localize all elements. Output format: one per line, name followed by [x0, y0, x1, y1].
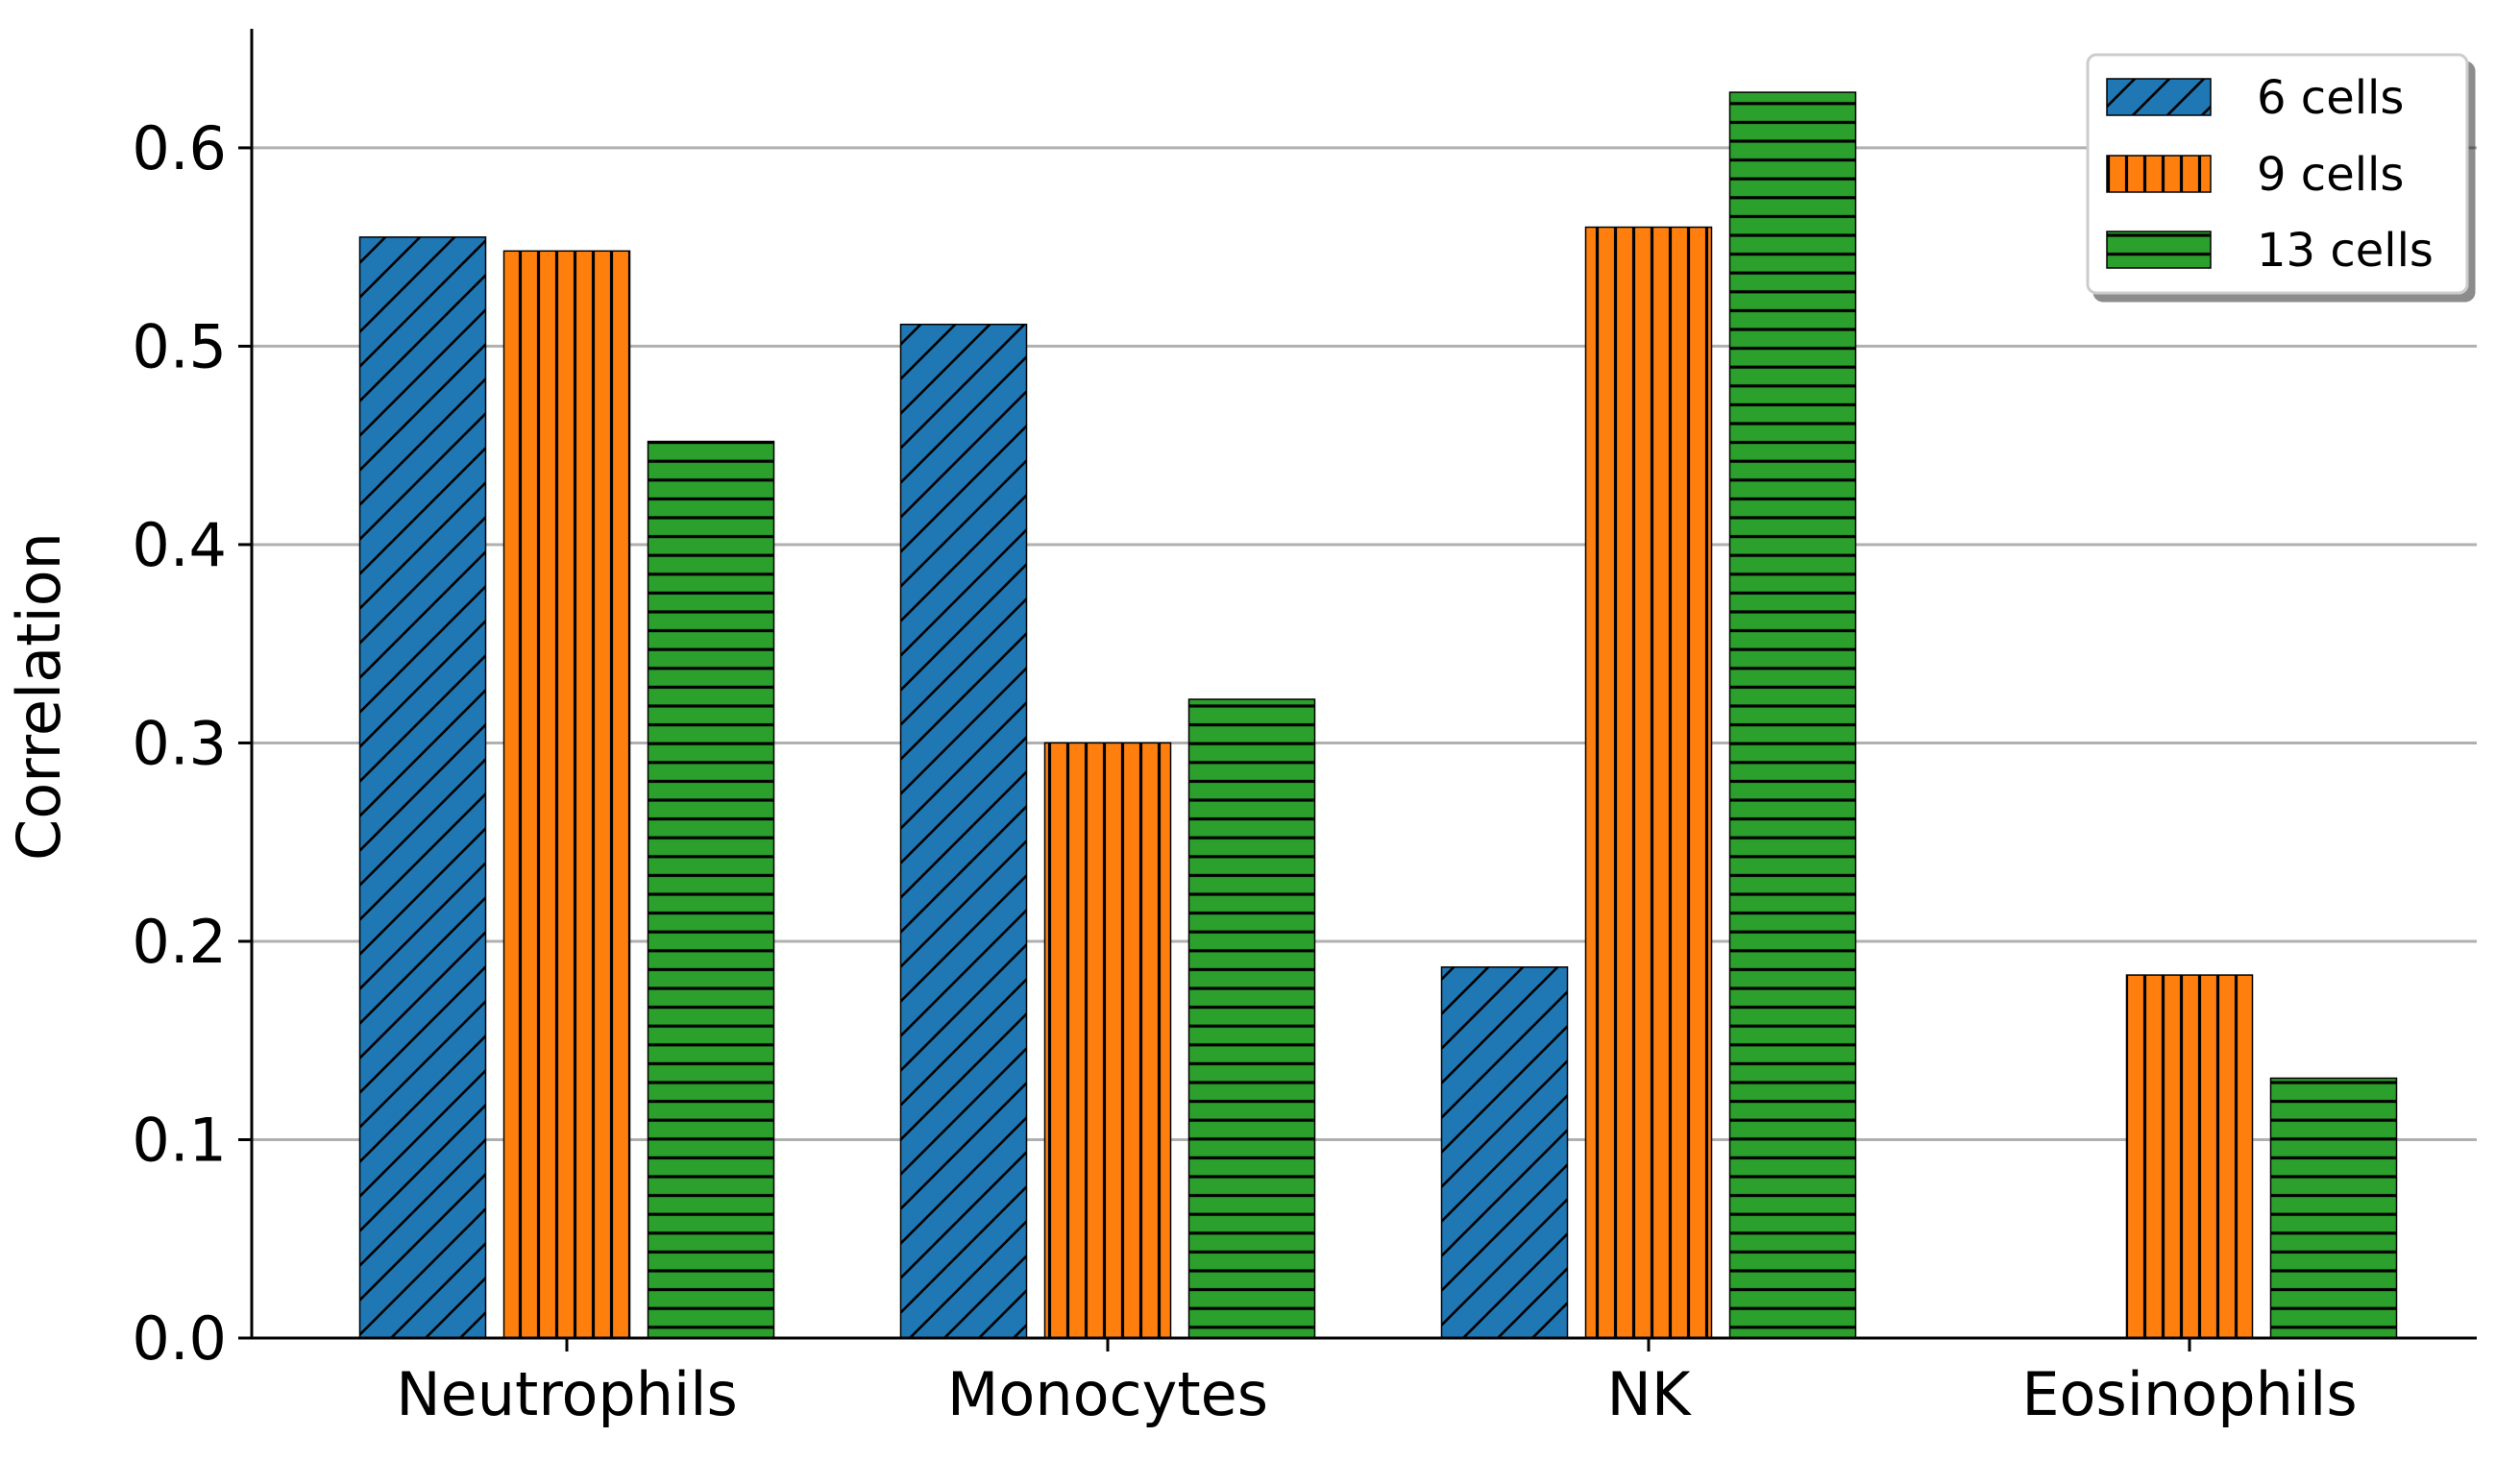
- y-tick-label: 0.1: [132, 1105, 227, 1175]
- bar-nk-9-cells: [1584, 226, 1713, 1339]
- x-tick-label: Neutrophils: [396, 1359, 738, 1429]
- bar-neutrophils-6-cells: [358, 236, 487, 1339]
- legend-label: 13 cells: [2257, 224, 2434, 278]
- y-tick-label: 0.5: [132, 311, 227, 381]
- bar-eosinophils-13-cells: [2269, 1077, 2398, 1339]
- y-axis-label: Correlation: [4, 532, 74, 861]
- bar-monocytes-6-cells: [899, 323, 1028, 1339]
- y-tick-label: 0.3: [132, 708, 227, 778]
- y-tick-label: 0.0: [132, 1303, 227, 1374]
- legend-label: 9 cells: [2257, 148, 2404, 202]
- bar-monocytes-9-cells: [1043, 742, 1172, 1339]
- bar-nk-13-cells: [1728, 91, 1857, 1339]
- legend-swatch: [2106, 231, 2212, 269]
- legend-swatch: [2106, 78, 2212, 116]
- y-tick-label: 0.4: [132, 510, 227, 580]
- legend-swatch: [2106, 155, 2212, 193]
- bar-nk-6-cells: [1440, 966, 1569, 1339]
- x-tick-label: Eosinophils: [2021, 1359, 2357, 1429]
- bar-eosinophils-9-cells: [2125, 974, 2254, 1339]
- y-tick-label: 0.2: [132, 907, 227, 977]
- x-tick-label: Monocytes: [947, 1359, 1268, 1429]
- y-tick-label: 0.6: [132, 113, 227, 183]
- axes: [250, 29, 2477, 1340]
- bar-monocytes-13-cells: [1187, 698, 1316, 1339]
- bar-neutrophils-9-cells: [502, 250, 631, 1339]
- bar-neutrophils-13-cells: [647, 440, 775, 1339]
- x-tick-label: NK: [1606, 1359, 1691, 1429]
- bars: [358, 91, 2398, 1339]
- tick-labels: 0.0 0.1 0.2 0.3 0.4 0.5 0.6 Neutrophils Monocyte…: [132, 113, 2357, 1429]
- legend-label: 6 cells: [2257, 71, 2404, 125]
- legend: 6 cells 9 cells 13 cells: [2086, 53, 2469, 295]
